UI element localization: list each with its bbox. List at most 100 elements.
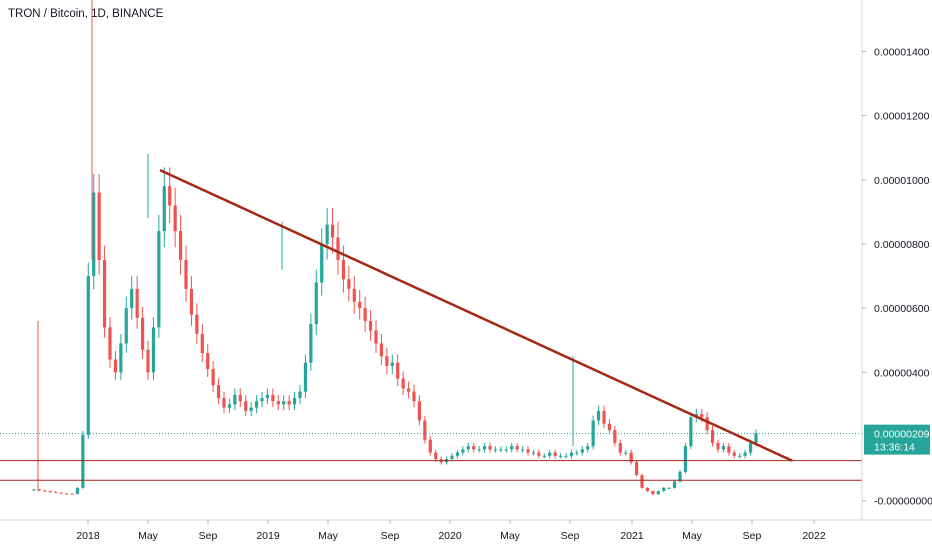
y-tick-label: -0.00000000	[874, 496, 932, 508]
candle-body	[678, 471, 682, 482]
candle-body	[667, 487, 671, 489]
x-tick-label: May	[318, 530, 339, 542]
candle-body	[401, 378, 405, 389]
candle-body	[499, 449, 503, 451]
descending-trend-line	[159, 168, 793, 462]
candle-body	[298, 391, 302, 399]
candle-body	[396, 362, 400, 379]
candle-body	[558, 455, 563, 457]
candle-body	[732, 452, 736, 456]
y-tick-label: 0.00001200	[874, 111, 930, 123]
candle-body	[303, 362, 308, 392]
candle-body	[211, 369, 215, 386]
candle-body	[710, 430, 715, 443]
candle-body	[54, 491, 58, 493]
candle-body	[282, 401, 286, 405]
candle-body	[254, 401, 259, 408]
candle-body	[184, 260, 188, 289]
candle-body	[624, 452, 628, 454]
candles-layer	[32, 0, 758, 495]
candle-body	[672, 481, 677, 488]
candle-body	[260, 398, 264, 402]
candle-body	[629, 452, 633, 463]
candle-body	[700, 414, 704, 418]
candle-body	[412, 391, 416, 402]
candle-body	[200, 333, 204, 354]
candle-body	[531, 452, 536, 454]
candle-body	[330, 224, 335, 238]
candle-body	[314, 282, 318, 325]
candle-body	[352, 288, 356, 302]
candle-body	[178, 231, 183, 260]
candle-body	[482, 446, 487, 450]
candle-body	[548, 452, 552, 456]
candle-body	[113, 359, 118, 373]
candle-body	[754, 433, 758, 443]
candle-body	[586, 446, 590, 450]
x-tick-label: Sep	[561, 530, 580, 542]
candle-body	[515, 446, 519, 450]
y-tick-label: 0.00001400	[874, 46, 930, 58]
candle-body	[48, 491, 52, 493]
candle-body	[455, 452, 460, 456]
last-price-value: 0.00000209	[874, 429, 930, 441]
candle-body	[320, 243, 324, 283]
candle-body	[309, 324, 313, 363]
candle-body	[428, 439, 432, 453]
candle-body	[336, 237, 340, 260]
candle-body	[461, 449, 465, 453]
candle-body	[81, 434, 85, 488]
candle-body	[656, 491, 660, 495]
y-tick-label: 0.00000800	[874, 239, 930, 251]
candle-body	[434, 452, 438, 460]
candle-body	[510, 446, 514, 450]
candle-body	[727, 446, 731, 453]
candle-body	[140, 317, 145, 350]
candle-body	[618, 442, 622, 453]
candle-body	[37, 489, 42, 491]
candle-body	[466, 446, 470, 450]
candle-body	[189, 288, 194, 315]
candle-body	[292, 398, 297, 405]
y-tick-label: 0.00000600	[874, 303, 930, 315]
candle-body	[488, 446, 492, 450]
candle-body	[472, 446, 476, 450]
candle-body	[374, 330, 378, 344]
candle-body	[634, 462, 639, 476]
candle-body	[542, 455, 546, 457]
candle-body	[265, 394, 270, 399]
candle-body	[423, 420, 427, 440]
candle-body	[748, 442, 753, 453]
candle-body	[607, 423, 612, 431]
candle-body	[287, 401, 291, 405]
x-tick-label: Sep	[381, 530, 400, 542]
candle-body	[640, 475, 644, 488]
candle-body	[43, 490, 47, 492]
candle-body	[195, 314, 199, 334]
x-tick-label: May	[138, 530, 159, 542]
candle-body	[645, 487, 650, 492]
drawing-layer	[0, 168, 862, 481]
candle-body	[596, 410, 601, 421]
candle-body	[743, 452, 747, 456]
candle-body	[238, 394, 242, 402]
candle-body	[108, 327, 112, 360]
x-tick-label: May	[500, 530, 521, 542]
candle-body	[59, 492, 63, 494]
candle-body	[417, 401, 422, 421]
candle-body	[119, 343, 123, 373]
candle-body	[613, 430, 617, 443]
symbol-title: TRON / Bitcoin, 1D, BINANCE	[8, 8, 164, 20]
candle-body	[564, 455, 568, 457]
x-tick-label: 2021	[620, 530, 644, 542]
candle-body	[689, 417, 693, 447]
candle-body	[102, 260, 107, 328]
candle-body	[64, 493, 69, 495]
candle-body	[151, 327, 156, 373]
candle-body	[526, 449, 530, 453]
candle-body	[130, 288, 134, 309]
candle-body	[738, 455, 742, 457]
